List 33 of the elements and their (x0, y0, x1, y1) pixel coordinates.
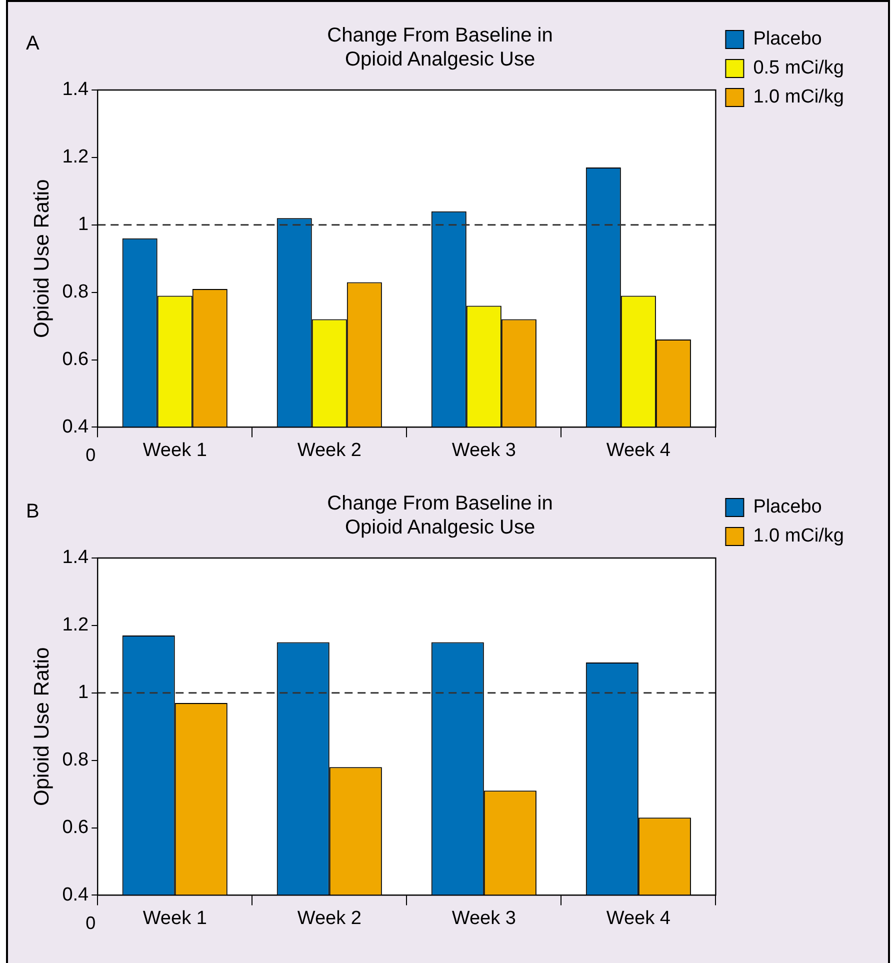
y-tick-label: 1 (78, 682, 89, 704)
x-tick-label: Week 1 (142, 440, 207, 461)
y-tick-label: 0.8 (62, 282, 89, 303)
legend-label: 1.0 mCi/kg (753, 526, 844, 547)
legend-label: Placebo (753, 496, 822, 518)
y-tick-label: 0.6 (62, 816, 89, 838)
y-tick-label: 1.4 (62, 547, 90, 568)
y-tick-label: 1.4 (62, 79, 90, 100)
y-tick-label: 0.4 (62, 416, 90, 438)
y-tick-label: 0.8 (62, 750, 89, 771)
x-tick-label: Week 4 (606, 908, 671, 929)
chart-title: Change From Baseline in Opioid Analgesic Use (327, 492, 553, 539)
text: 0 (86, 913, 96, 934)
y-axis-title: Opioid Use Ratio (30, 179, 54, 338)
y-tick-label: 0.6 (62, 348, 89, 370)
y-tick-label: 1.2 (62, 614, 89, 636)
y-tick-label: 1 (78, 214, 89, 236)
x-tick-label: Week 4 (606, 440, 671, 461)
y-tick-label: 0.4 (62, 884, 90, 906)
y-axis-title: Opioid Use Ratio (30, 647, 54, 806)
text: B (26, 500, 40, 523)
x-tick-label: Week 3 (452, 440, 516, 461)
text: A (26, 32, 40, 55)
x-tick-label: Week 2 (297, 440, 362, 461)
legend-label: 0.5 mCi/kg (753, 58, 844, 79)
x-tick-label: Week 2 (297, 908, 362, 929)
chart-title: Change From Baseline in Opioid Analgesic Use (327, 24, 553, 71)
text: 0 (86, 445, 96, 466)
legend-label: Placebo (753, 28, 822, 50)
legend-label: 1.0 mCi/kg (753, 86, 844, 108)
y-tick-label: 1.2 (62, 146, 89, 168)
x-tick-label: Week 3 (452, 908, 516, 929)
x-tick-label: Week 1 (142, 908, 207, 929)
